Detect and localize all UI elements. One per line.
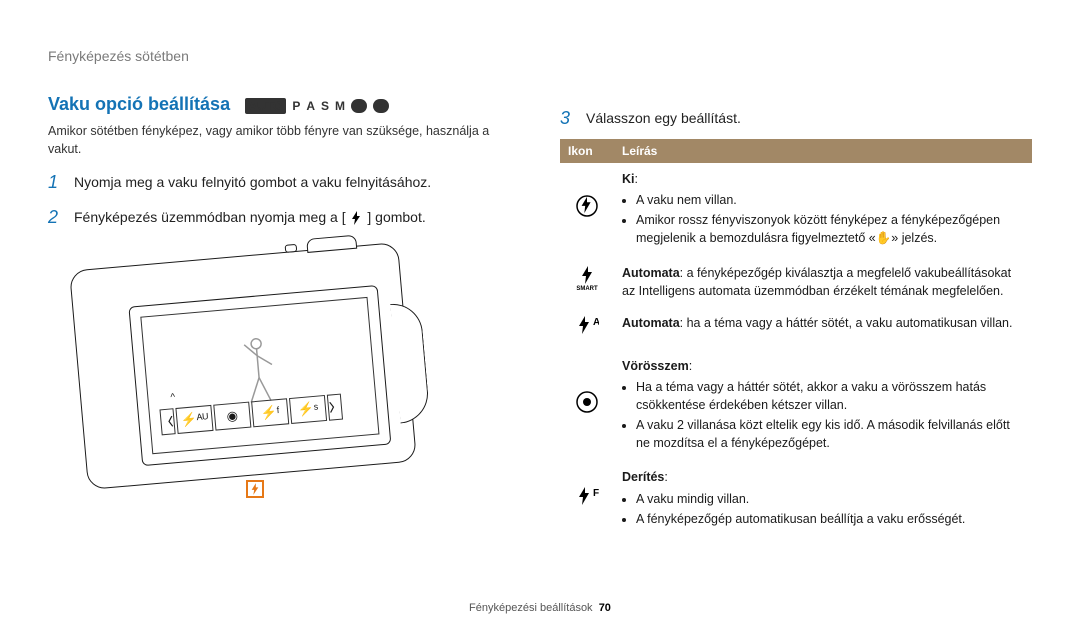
next-arrow-icon: 〉: [327, 394, 343, 421]
svg-text:A: A: [593, 317, 599, 328]
strip-cell: ◉: [213, 402, 251, 431]
step-text: Nyomja meg a vaku felnyitó gombot a vaku…: [74, 172, 431, 193]
mode-s-icon: S: [321, 99, 329, 113]
list-item: A vaku nem villan.: [636, 191, 1024, 209]
list-item: A fényképezőgép automatikusan beállítja …: [636, 510, 1024, 528]
flash-description: Derítés:A vaku mindig villan.A fényképez…: [614, 461, 1032, 536]
flash-a: A: [560, 307, 614, 350]
table-row: A Automata: ha a téma vagy a háttér sötét…: [560, 307, 1032, 350]
bullet-list: Ha a téma vagy a háttér sötét, akkor a v…: [622, 378, 1024, 453]
mode-a-icon: A: [306, 99, 315, 113]
table-row: Vörösszem:Ha a téma vagy a háttér sötét,…: [560, 350, 1032, 462]
th-desc: Leírás: [614, 139, 1032, 163]
flash-smart: SMART: [560, 257, 614, 307]
option-title: Automata: [622, 316, 680, 330]
bullet-list: A vaku nem villan. Amikor rossz fényviszo…: [622, 191, 1024, 247]
strip-cell: ⚡ˢ: [289, 395, 327, 424]
flash-options-table: Ikon Leírás Ki:A vaku nem villan.Amikor …: [560, 139, 1032, 537]
page-footer: Fényképezési beállítások 70: [0, 602, 1080, 614]
page-header: Fényképezés sötétben: [48, 48, 1032, 64]
option-title: Derítés: [622, 470, 664, 484]
flash-description: Automata: ha a téma vagy a háttér sötét,…: [614, 307, 1032, 350]
bullet-list: A vaku mindig villan. A fényképezőgép aut…: [622, 490, 1024, 528]
mode-p-icon: P: [292, 99, 300, 113]
intro-text: Amikor sötétben fényképez, vagy amikor t…: [48, 123, 520, 158]
svg-text:SMART: SMART: [576, 286, 598, 291]
table-row: F Derítés:A vaku mindig villan.A fényképe…: [560, 461, 1032, 536]
highlight-flash-icon: [246, 480, 264, 498]
strip-cell: ⚡ᶠ: [251, 398, 289, 427]
step-number: 2: [48, 207, 66, 228]
list-item: Amikor rossz fényviszonyok között fényké…: [636, 211, 1024, 247]
flash-f: F: [560, 461, 614, 536]
mode-icons: AUTO P A S M S ✿: [245, 98, 389, 114]
list-item: Ha a téma vagy a háttér sötét, akkor a v…: [636, 378, 1024, 414]
mode-s2-icon: S: [351, 99, 367, 113]
flash-description: Ki:A vaku nem villan.Amikor rossz fényvi…: [614, 163, 1032, 257]
section-title: Vaku opció beállítása: [48, 94, 230, 114]
step2-prefix: Fényképezés üzemmódban nyomja meg a [: [74, 209, 346, 225]
list-item: A vaku mindig villan.: [636, 490, 1024, 508]
step-text: Fényképezés üzemmódban nyomja meg a [ ] …: [74, 207, 426, 228]
circle-eye: [560, 350, 614, 462]
flash-description: Vörösszem:Ha a téma vagy a háttér sötét,…: [614, 350, 1032, 462]
option-title: Automata: [622, 266, 680, 280]
page-number: 70: [599, 602, 611, 614]
step-2: 2 Fényképezés üzemmódban nyomja meg a [ …: [48, 207, 520, 228]
list-item: A vaku 2 villanása közt eltelik egy kis …: [636, 416, 1024, 452]
mode-m-icon: M: [335, 99, 345, 113]
svg-text:F: F: [593, 488, 599, 499]
mode-auto-icon: AUTO: [245, 98, 287, 114]
flash-icon: [349, 211, 363, 225]
prev-arrow-icon: 〈: [159, 408, 175, 435]
circle-flash: [560, 163, 614, 257]
camera-illustration: ^ 〈 ⚡ᴬᵁ ◉ ⚡ᶠ ⚡ˢ 〉: [48, 246, 428, 506]
right-column: 3 Válasszon egy beállítást. Ikon Leírás …: [560, 94, 1032, 537]
footer-label: Fényképezési beállítások: [469, 602, 593, 614]
step2-suffix: ] gombot.: [367, 209, 425, 225]
left-column: Vaku opció beállítása AUTO P A S M S ✿ A…: [48, 94, 520, 537]
step-1: 1 Nyomja meg a vaku felnyitó gombot a va…: [48, 172, 520, 193]
option-title: Vörösszem: [622, 359, 689, 373]
option-title: Ki: [622, 172, 635, 186]
table-row: Ki:A vaku nem villan.Amikor rossz fényvi…: [560, 163, 1032, 257]
step-text: Válasszon egy beállítást.: [586, 108, 741, 129]
strip-cell: ⚡ᴬᵁ: [175, 405, 213, 434]
table-row: SMART Automata: a fényképezőgép kiválaszt…: [560, 257, 1032, 307]
caret-up-icon: ^: [170, 392, 176, 403]
flash-description: Automata: a fényképezőgép kiválasztja a …: [614, 257, 1032, 307]
step-3: 3 Válasszon egy beállítást.: [560, 108, 1032, 129]
step-number: 3: [560, 108, 578, 129]
th-icon: Ikon: [560, 139, 614, 163]
step-number: 1: [48, 172, 66, 193]
mode-magic-icon: ✿: [373, 99, 389, 113]
